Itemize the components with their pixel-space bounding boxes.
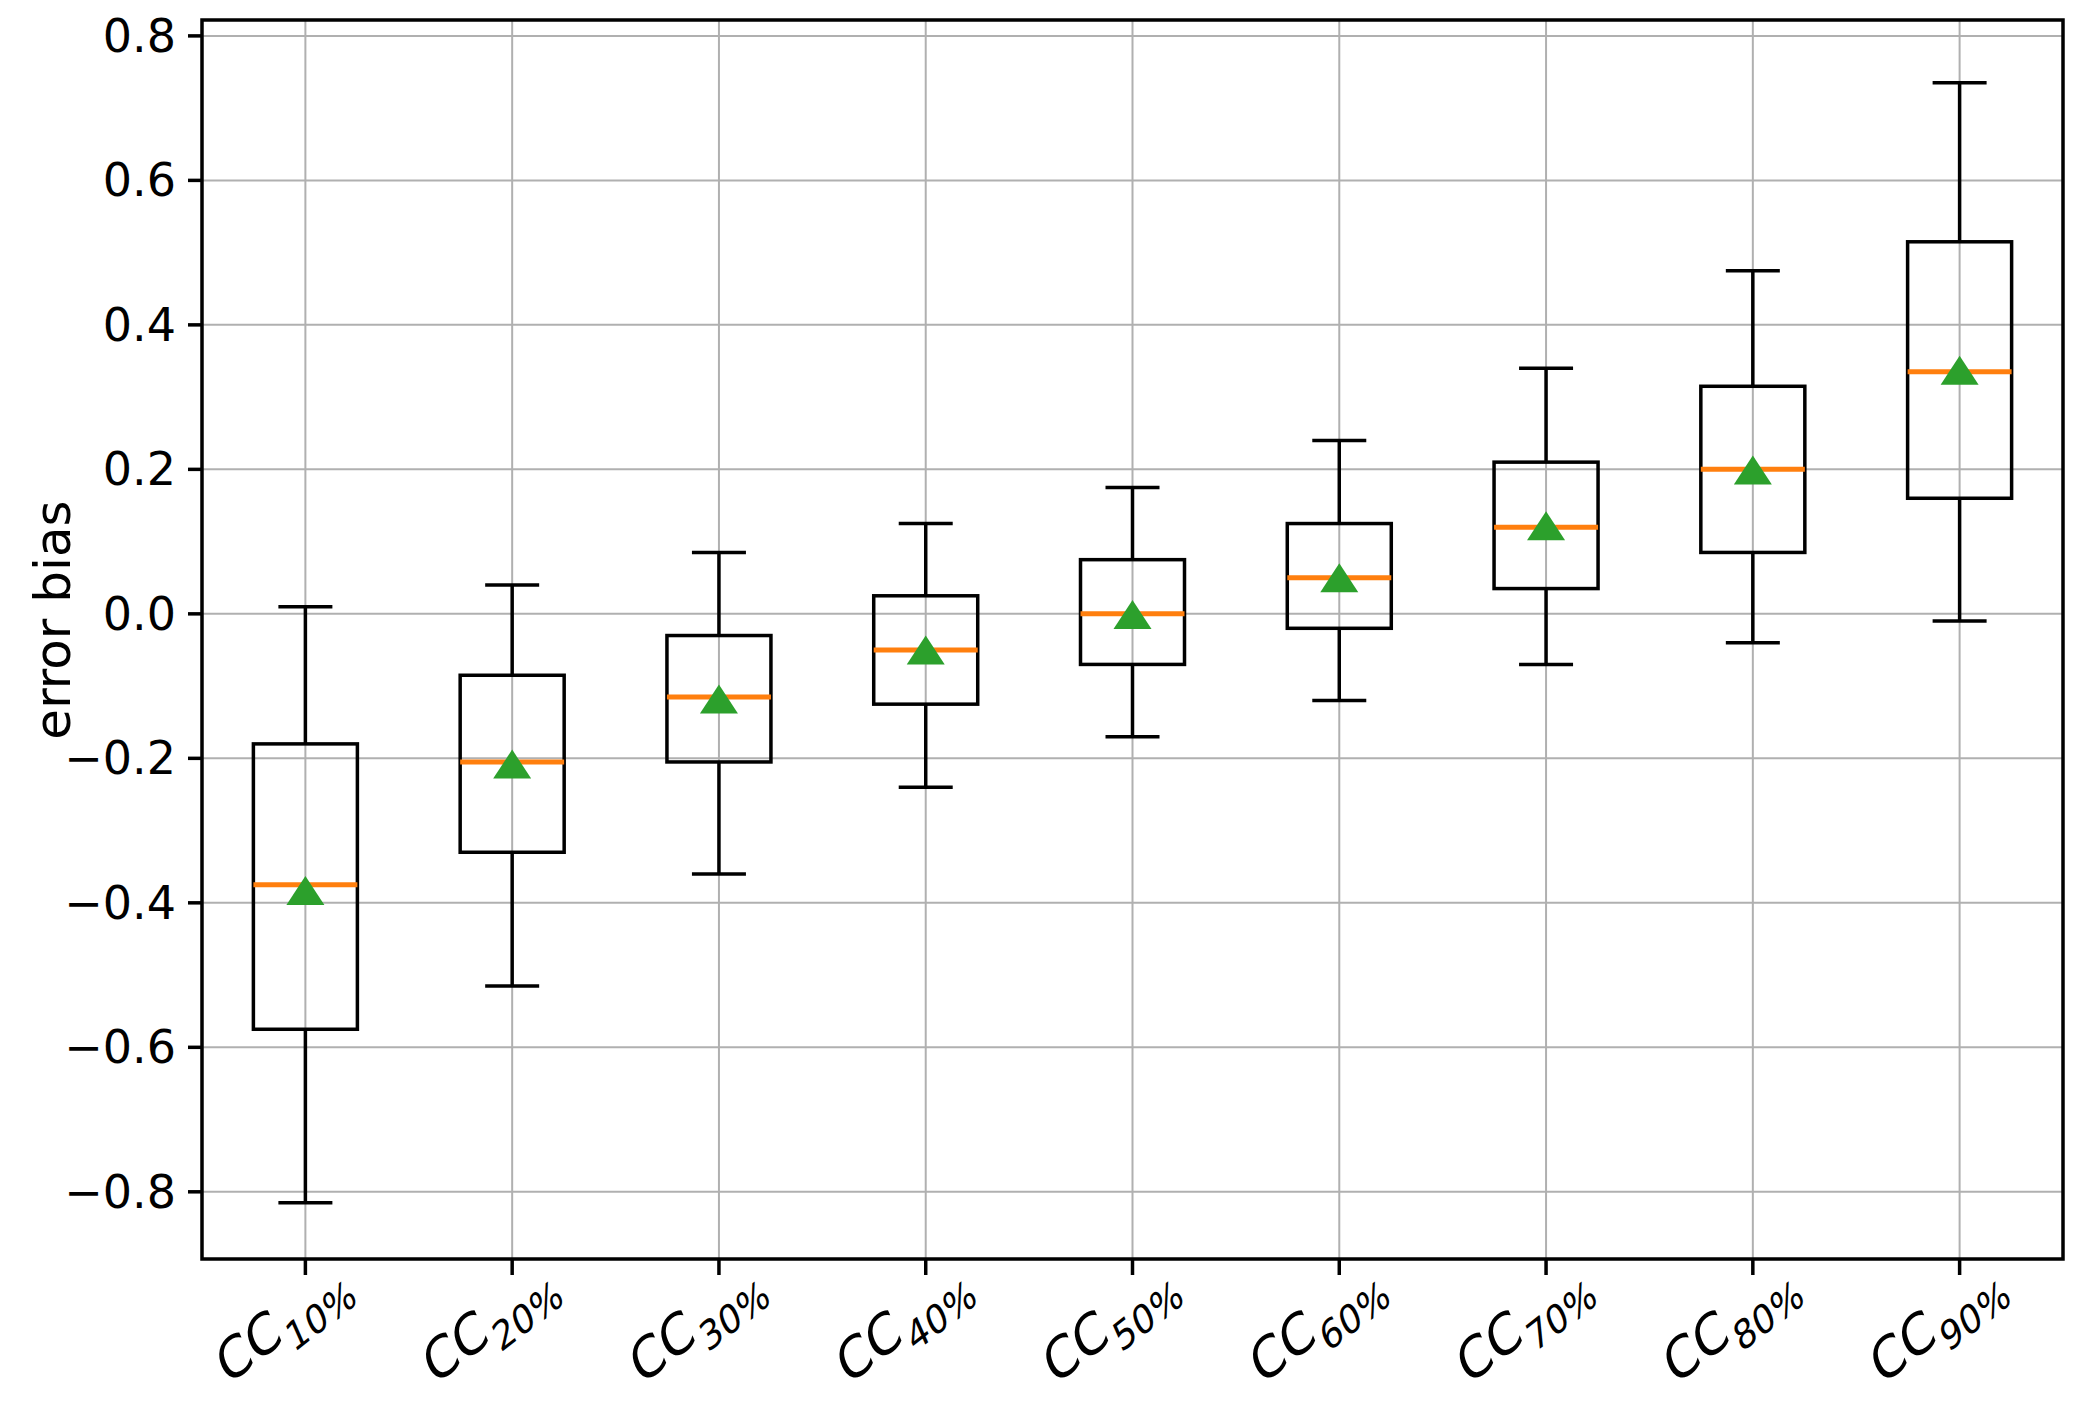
y-tick-label: 0.4	[103, 298, 176, 352]
y-tick-label: 0.0	[103, 587, 176, 641]
y-tick-label: 0.6	[103, 153, 176, 207]
boxplot-figure: 0.80.60.40.20.0−0.2−0.4−0.6−0.8error bia…	[0, 0, 2081, 1424]
y-axis-label: error bias	[24, 500, 82, 739]
y-tick-label: −0.4	[64, 876, 176, 930]
y-tick-label: 0.8	[103, 9, 176, 63]
boxplot-svg: 0.80.60.40.20.0−0.2−0.4−0.6−0.8error bia…	[0, 0, 2081, 1424]
y-tick-label: −0.8	[64, 1165, 176, 1219]
figure-background	[0, 0, 2081, 1424]
y-tick-label: −0.6	[64, 1020, 176, 1074]
y-tick-label: 0.2	[103, 442, 176, 496]
